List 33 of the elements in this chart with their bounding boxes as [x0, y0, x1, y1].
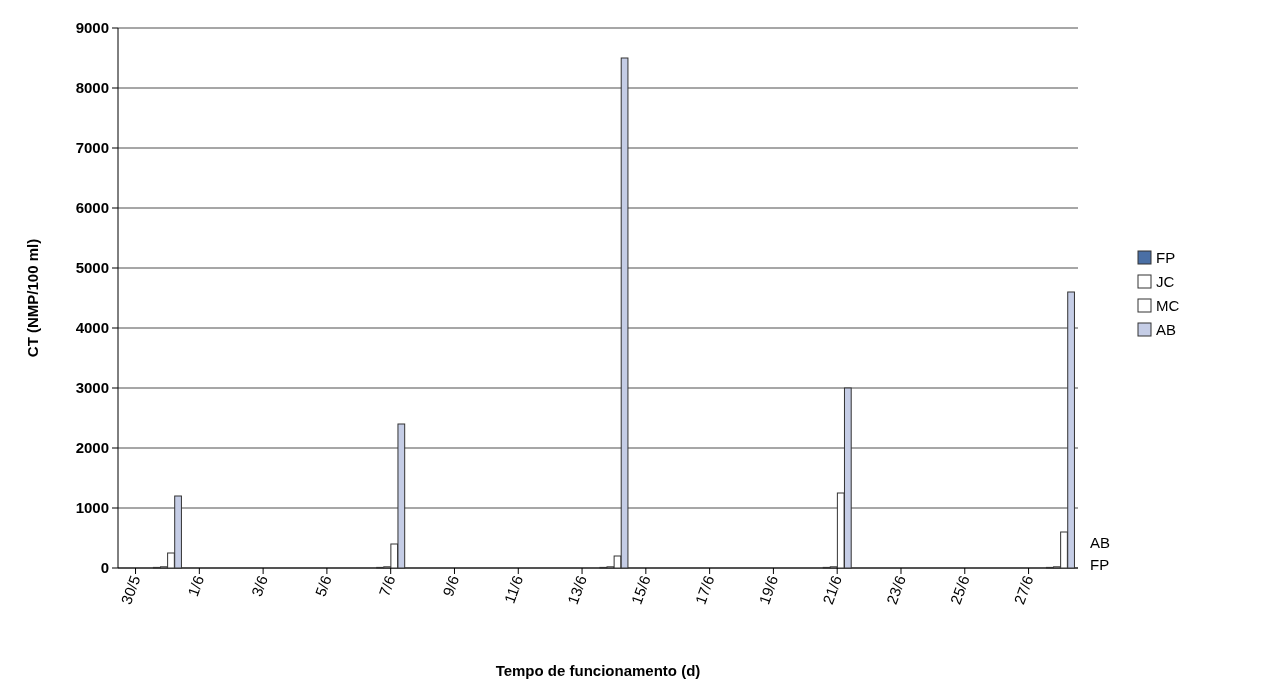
- legend-label: MC: [1156, 297, 1180, 315]
- x-tick-label: 23/6: [882, 573, 909, 607]
- x-tick-label: 15/6: [627, 573, 654, 607]
- text: AB: [1090, 534, 1111, 551]
- legend-label: AB: [1156, 321, 1177, 339]
- x-tick-label: 27/6: [1010, 573, 1037, 607]
- text: FP: [1090, 556, 1110, 573]
- x-axis-title: Tempo de funcionamento (d): [495, 662, 701, 679]
- y-tick-label: 5000: [75, 259, 109, 277]
- x-tick-label: 13/6: [563, 573, 590, 607]
- x-tick-label: 5/6: [311, 573, 335, 599]
- x-tick-label: 17/6: [691, 573, 718, 607]
- x-tick-label: 21/6: [819, 573, 846, 607]
- x-tick-label: 1/6: [184, 573, 208, 599]
- y-tick-label: 4000: [75, 319, 109, 337]
- y-tick-label: 9000: [75, 19, 109, 37]
- x-tick-label: 7/6: [375, 573, 399, 599]
- x-tick-label: 11/6: [500, 573, 527, 606]
- x-tick-label: 3/6: [247, 573, 271, 599]
- x-tick-label: 9/6: [439, 573, 463, 599]
- legend-label: FP: [1156, 249, 1176, 267]
- y-tick-label: 7000: [75, 139, 109, 157]
- x-tick-label: 19/6: [755, 573, 782, 607]
- y-tick-label: 0: [100, 559, 109, 577]
- y-tick-label: 6000: [75, 199, 109, 217]
- legend-label: JC: [1156, 273, 1175, 291]
- y-tick-label: 1000: [75, 499, 109, 517]
- y-tick-label: 3000: [75, 379, 109, 397]
- y-tick-label: 2000: [75, 439, 109, 457]
- x-tick-label: 25/6: [946, 573, 973, 607]
- x-tick-label: 30/5: [117, 573, 144, 607]
- y-tick-label: 8000: [75, 79, 109, 97]
- y-axis-title: CT (NMP/100 ml): [24, 238, 41, 358]
